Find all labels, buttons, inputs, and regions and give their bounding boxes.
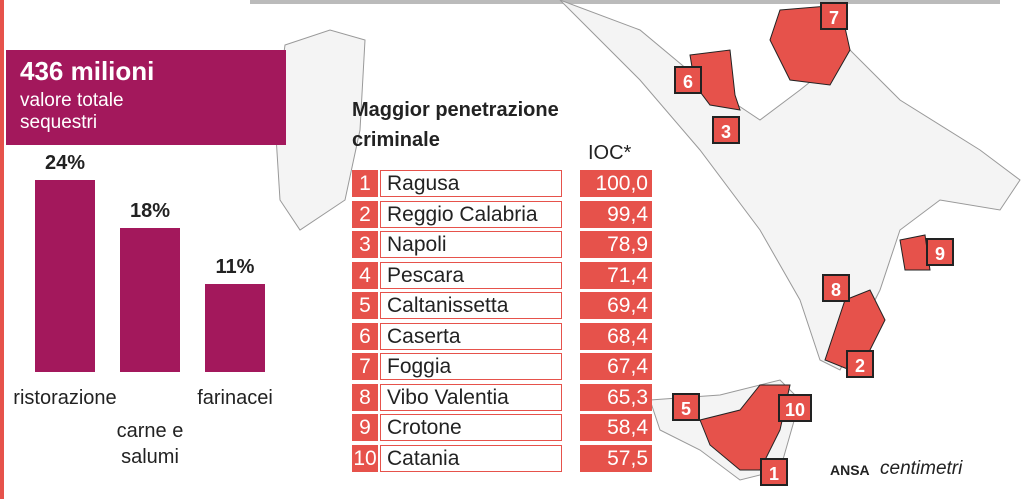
rank: 3	[352, 231, 378, 258]
map-marker: 7	[820, 2, 848, 30]
left-rule	[0, 0, 4, 499]
subtitle: valore totale sequestri	[20, 90, 124, 134]
headline-box	[6, 50, 286, 145]
map-marker: 9	[926, 238, 954, 266]
ioc-value: 65,3	[580, 383, 652, 411]
subtitle-line: valore totale	[20, 90, 124, 111]
map-marker: 5	[672, 393, 700, 421]
province: Foggia	[380, 353, 562, 380]
ioc-value: 99,4	[580, 200, 652, 228]
value-label: 11%	[215, 256, 255, 278]
footer-brand: ANSA	[830, 462, 870, 478]
province: Ragusa	[380, 170, 562, 197]
sardinia	[274, 29, 366, 231]
table-row: 9 Crotone 58,4	[352, 414, 654, 441]
bar	[35, 180, 95, 372]
map-marker: 10	[778, 394, 812, 422]
province: Catania	[380, 444, 562, 472]
province: Caserta	[380, 322, 562, 350]
province: Crotone	[380, 414, 562, 441]
ioc-value: 71,4	[580, 261, 652, 289]
rank: 5	[352, 292, 378, 319]
region-crotone	[899, 234, 931, 271]
map-marker: 3	[712, 116, 740, 144]
table-header: IOC*	[588, 142, 632, 164]
table-row: 1 Ragusa 100,0	[352, 170, 654, 197]
province: Reggio Calabria	[380, 200, 562, 228]
category-label: ristorazione	[13, 387, 117, 409]
rank: 4	[352, 261, 378, 289]
map-marker: 2	[846, 350, 874, 378]
subtitle-line: sequestri	[20, 112, 98, 133]
ioc-value: 68,4	[580, 322, 652, 350]
region-sicily	[699, 384, 791, 471]
province: Vibo Valentia	[380, 383, 562, 411]
table-row: 6 Caserta 68,4	[352, 322, 654, 350]
ioc-value: 78,9	[580, 231, 652, 258]
ioc-value: 100,0	[580, 170, 652, 197]
ioc-value: 67,4	[580, 353, 652, 380]
rank: 6	[352, 322, 378, 350]
headline: 436 milioni	[20, 56, 155, 86]
table-row: 8 Vibo Valentia 65,3	[352, 383, 654, 411]
ioc-value: 58,4	[580, 414, 652, 441]
map-marker: 1	[760, 458, 788, 486]
rank: 1	[352, 170, 378, 197]
ioc-value: 57,5	[580, 444, 652, 472]
province: Napoli	[380, 231, 562, 258]
table-title: Maggior penetrazione criminale	[352, 99, 559, 151]
table-row: 2 Reggio Calabria 99,4	[352, 200, 654, 228]
table-row: 7 Foggia 67,4	[352, 353, 654, 380]
category-label: farinacei	[197, 387, 273, 409]
rank: 7	[352, 353, 378, 380]
footer-product: centimetri	[880, 458, 963, 479]
value-label: 24%	[44, 152, 86, 174]
map-marker: 6	[674, 66, 702, 94]
table-row: 4 Pescara 71,4	[352, 261, 654, 289]
top-bar	[250, 0, 1000, 4]
table-row: 10 Catania 57,5	[352, 444, 654, 472]
province: Pescara	[380, 261, 562, 289]
bar	[205, 284, 265, 372]
ioc-value: 69,4	[580, 292, 652, 319]
province: Caltanissetta	[380, 292, 562, 319]
value-label: 18%	[129, 200, 171, 222]
rank: 8	[352, 383, 378, 411]
table-row: 3 Napoli 78,9	[352, 231, 654, 258]
table-row: 5 Caltanissetta 69,4	[352, 292, 654, 319]
bar	[120, 228, 180, 372]
map-marker: 8	[822, 274, 850, 302]
rank: 2	[352, 200, 378, 228]
rank: 9	[352, 414, 378, 441]
category-label: carne e salumi	[116, 420, 184, 468]
rank: 10	[352, 444, 378, 472]
